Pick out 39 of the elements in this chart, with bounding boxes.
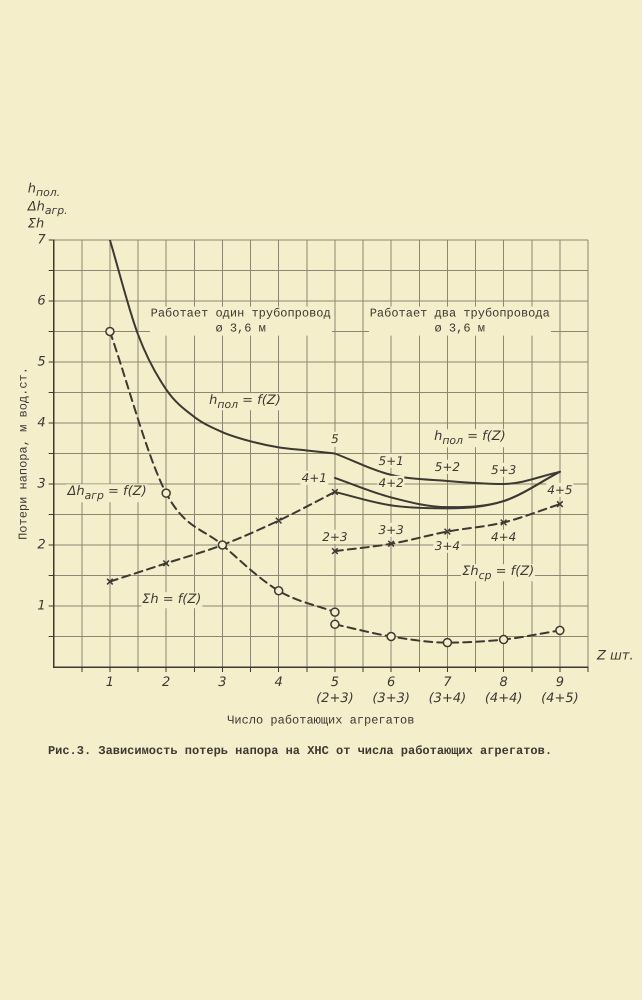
x-axis-title: Число работающих агрегатов bbox=[227, 714, 414, 728]
x-tick-label: 7 (3+4) bbox=[428, 675, 466, 706]
annotation: h$_{пол}$ = f(Z) bbox=[208, 393, 282, 411]
annotation: 3+3 bbox=[377, 522, 405, 537]
annotation: h$_{пол}$ = f(Z) bbox=[433, 429, 507, 447]
annotation: 4+1 bbox=[300, 470, 328, 486]
annotation: Работает один трубопровод ø 3,6 м bbox=[150, 306, 332, 336]
text: Z шт. bbox=[596, 648, 635, 664]
x-tick-label: 8 (4+4) bbox=[484, 675, 522, 706]
annotation: 5+2 bbox=[434, 460, 462, 474]
text: h$_{пол.}$ Δh$_{агр.}$ Σh bbox=[26, 181, 69, 232]
x-tick-label: 9 (4+5) bbox=[541, 675, 579, 706]
annotation: 4+5 bbox=[546, 482, 574, 498]
y-axis-title: Потери напора, м вод.ст. bbox=[16, 367, 30, 540]
annotation: Δh$_{агр}$ = f(Z) bbox=[66, 484, 148, 502]
x-tick-label: 5 (2+3) bbox=[316, 675, 354, 706]
annotation: 2+3 bbox=[321, 530, 349, 544]
y-tick-label: 7 bbox=[37, 232, 46, 248]
y-tick-label: 3 bbox=[37, 476, 46, 492]
text: Рис.3. Зависимость потерь напора на ХНС от числа работающих агрегатов. bbox=[48, 744, 552, 758]
annotation: 4+2 bbox=[377, 476, 405, 490]
y-tick-label: 6 bbox=[37, 293, 46, 308]
annotation: 3+4 bbox=[434, 538, 462, 553]
x-tick-label: 3 bbox=[218, 675, 227, 690]
annotation: Σh = f(Z) bbox=[141, 592, 202, 608]
y-tick-label: 4 bbox=[37, 415, 46, 430]
annotation: Работает два трубопровода ø 3,6 м bbox=[368, 306, 551, 336]
annotation: Σh$_{ср}$ = f(Z) bbox=[461, 564, 536, 582]
y-tick-label: 5 bbox=[37, 354, 46, 370]
annotation: 5+1 bbox=[377, 453, 405, 468]
y-tick-label: 2 bbox=[37, 537, 46, 552]
x-tick-label: 1 bbox=[106, 675, 114, 690]
annotation: 5 bbox=[330, 432, 340, 446]
x-tick-label: 6 (3+3) bbox=[372, 675, 410, 706]
x-tick-label: 4 bbox=[274, 675, 283, 690]
y-tick-label: 1 bbox=[37, 598, 46, 614]
annotation: 4+4 bbox=[490, 529, 518, 544]
annotation: 5+3 bbox=[490, 462, 518, 477]
x-tick-label: 2 bbox=[162, 675, 170, 690]
